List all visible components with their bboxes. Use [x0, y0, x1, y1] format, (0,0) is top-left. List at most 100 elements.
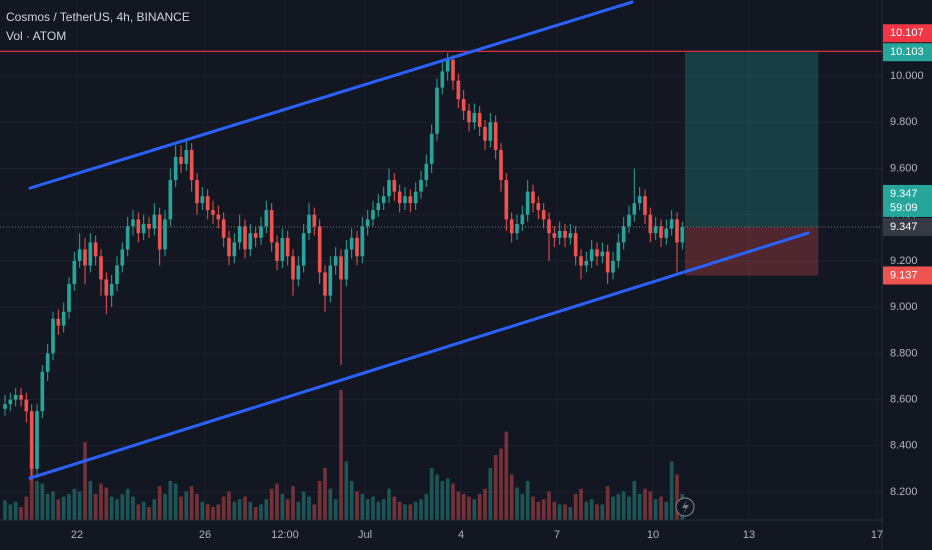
candle-body [195, 180, 199, 204]
candle-body [616, 242, 621, 261]
candle-body [397, 191, 402, 204]
candle-body [19, 394, 23, 400]
stop-price-tag-box [883, 266, 932, 285]
candle-body [29, 411, 34, 469]
volume-bar [253, 507, 258, 520]
candle-body [360, 226, 365, 257]
replay-icon[interactable] [675, 497, 695, 517]
volume-bar [643, 488, 647, 520]
candle-body [659, 226, 663, 238]
volume-bar [77, 491, 82, 520]
volume-bar [360, 494, 365, 520]
volume-bar [8, 504, 13, 520]
y-tick-label: 8.200 [890, 486, 918, 498]
volume-bar [355, 491, 359, 520]
x-tick-label: 13 [743, 529, 755, 541]
volume-bar [13, 501, 18, 520]
volume-bar [163, 494, 167, 520]
candle-body [109, 284, 114, 296]
candle-body [483, 126, 487, 141]
candle-body [621, 226, 626, 243]
volume-bar [467, 496, 471, 520]
candle-body [237, 226, 242, 243]
volume-bar [589, 499, 594, 520]
candle-body [371, 210, 375, 220]
candle-body [643, 196, 647, 215]
volume-bar [547, 491, 551, 520]
entry-price-tag: 9.347 [890, 221, 918, 233]
candle-body [285, 237, 290, 257]
target-price-tag: 10.103 [890, 46, 924, 58]
candle-body [248, 233, 253, 250]
candle-body [392, 180, 397, 192]
candle-body [675, 219, 679, 243]
candle-body [600, 251, 605, 257]
volume-bar [24, 496, 29, 520]
volume-bar [131, 496, 135, 520]
volume-bar [125, 488, 130, 520]
volume-bar [552, 501, 557, 520]
volume-bar [637, 494, 642, 520]
volume-bar [29, 461, 34, 520]
candle-body [275, 242, 279, 261]
candle-body [339, 256, 343, 280]
candle-body [424, 163, 429, 181]
volume-bar [168, 481, 173, 520]
volume-bar [259, 504, 263, 520]
volume-bar [115, 499, 119, 520]
candle-body [280, 237, 285, 261]
volume-bar [600, 504, 605, 520]
candle-body [131, 219, 135, 227]
volume-bar [648, 491, 653, 520]
volume-bar [669, 461, 674, 520]
candle-body [40, 371, 45, 412]
candle-body [440, 71, 445, 88]
volume-bar [221, 496, 226, 520]
volume-bar [275, 483, 279, 520]
volume-bar [99, 483, 103, 520]
candle-body [120, 249, 125, 266]
entry-price-tag-box [883, 217, 932, 236]
volume-bar [675, 474, 679, 520]
candle-body [467, 110, 471, 123]
y-tick-label: 8.600 [890, 393, 918, 405]
candle-body [35, 411, 39, 469]
volume-bar [333, 499, 338, 520]
candle-body [355, 237, 359, 257]
volume-bar [611, 496, 615, 520]
y-tick-label: 8.400 [890, 440, 918, 452]
candle-body [488, 122, 493, 141]
volume-bar [557, 504, 562, 520]
channel-line [28, 0, 634, 190]
volume-bar [195, 494, 199, 520]
candle-body [547, 219, 551, 234]
candle-body [563, 230, 567, 238]
volume-bar [461, 494, 466, 520]
position-target-zone [685, 52, 819, 227]
volume-bar [435, 474, 439, 520]
candle-body [515, 223, 519, 234]
x-tick-label: 4 [458, 529, 464, 541]
volume-bar [541, 499, 546, 520]
volume-bar [488, 468, 493, 520]
target-price-tag-box [883, 43, 932, 62]
candle-body [312, 214, 317, 227]
volume-bar [179, 496, 183, 520]
candle-body [99, 256, 103, 280]
volume-bar [45, 494, 50, 520]
volume-bar [515, 487, 519, 520]
volume-bar [397, 501, 402, 520]
volume-bar [493, 455, 498, 520]
volume-bar [349, 481, 354, 520]
candle-body [632, 203, 637, 215]
volume-bar [232, 501, 237, 520]
candle-body [536, 203, 541, 211]
plot-area [0, 0, 882, 520]
volume-bar [371, 496, 375, 520]
candle-body [509, 219, 514, 234]
volume-bar [301, 491, 306, 520]
candle-body [493, 122, 498, 150]
volume-bar [509, 474, 514, 520]
volume-bar [157, 486, 162, 520]
